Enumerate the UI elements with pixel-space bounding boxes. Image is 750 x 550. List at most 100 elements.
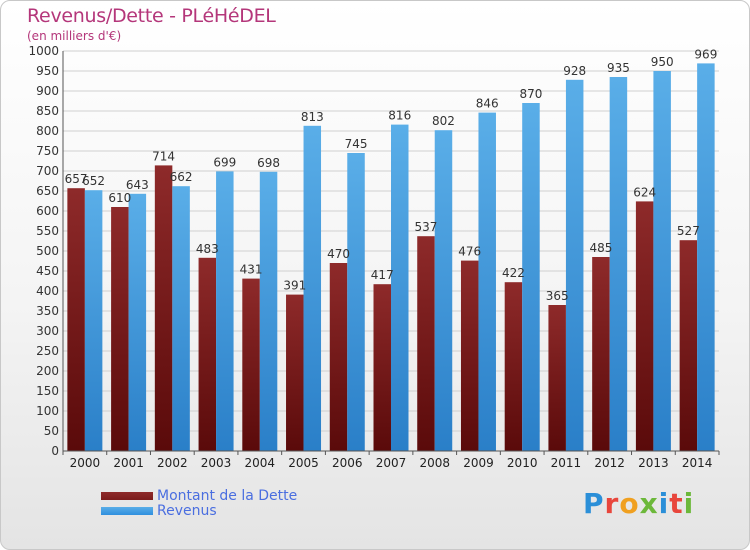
y-tick-label: 750: [36, 144, 59, 158]
chart-subtitle: (en milliers d'€): [27, 29, 122, 43]
x-tick-label: 2003: [201, 456, 232, 470]
legend-item-revenus: Revenus: [101, 502, 297, 519]
value-label-revenus: 935: [607, 61, 630, 75]
bar-dette: [111, 207, 129, 451]
logo-letter: P: [583, 487, 605, 520]
logo-letter: x: [639, 487, 659, 520]
bar-dette: [679, 240, 698, 451]
bar-revenus: [216, 171, 234, 451]
bar-dette: [67, 188, 85, 451]
value-label-revenus: 813: [301, 110, 324, 124]
y-tick-label: 550: [36, 224, 59, 238]
logo-letter: t: [669, 487, 684, 520]
y-tick-label: 650: [36, 184, 59, 198]
bar-dette: [504, 282, 523, 451]
value-label-revenus: 652: [82, 174, 105, 188]
value-label-dette: 431: [240, 263, 263, 277]
x-tick-label: 2014: [682, 456, 713, 470]
legend: Montant de la Dette Revenus: [101, 488, 297, 519]
y-tick-label: 50: [44, 424, 59, 438]
value-label-revenus: 662: [170, 170, 193, 184]
x-tick-label: 2005: [288, 456, 319, 470]
bar-dette: [635, 201, 654, 451]
y-tick-label: 100: [36, 404, 59, 418]
logo-letter: r: [604, 487, 620, 520]
value-label-dette: 422: [502, 266, 525, 280]
bar-revenus: [565, 79, 584, 452]
value-label-dette: 485: [589, 241, 612, 255]
value-label-revenus: 969: [694, 47, 717, 61]
value-label-revenus: 698: [257, 156, 280, 170]
bars: [67, 63, 715, 452]
logo-letter: i: [683, 487, 695, 520]
logo-letter: i: [658, 487, 670, 520]
y-tick-label: 500: [36, 244, 59, 258]
bar-dette: [286, 294, 304, 451]
legend-item-dette: Montant de la Dette: [101, 488, 297, 504]
y-tick-label: 1000: [28, 44, 59, 58]
bar-revenus: [697, 63, 715, 452]
bar-revenus: [172, 186, 190, 451]
x-tick-label: 2004: [245, 456, 276, 470]
bar-revenus: [128, 193, 147, 452]
x-tick-label: 2011: [551, 456, 582, 470]
value-label-dette: 470: [327, 247, 350, 261]
bar-revenus: [391, 124, 409, 451]
value-label-revenus: 870: [519, 87, 542, 101]
value-label-dette: 657: [65, 172, 88, 186]
bar-revenus: [434, 130, 453, 451]
y-tick-label: 400: [36, 284, 59, 298]
y-tick-label: 800: [36, 124, 59, 138]
y-tick-label: 950: [36, 64, 59, 78]
value-label-dette: 527: [677, 224, 700, 238]
x-tick-label: 2010: [507, 456, 538, 470]
value-label-revenus: 816: [388, 109, 411, 123]
value-label-dette: 610: [108, 191, 131, 205]
bar-revenus: [84, 190, 103, 451]
bar-revenus: [522, 103, 540, 451]
value-label-revenus: 950: [651, 55, 674, 69]
x-tick-label: 2006: [332, 456, 363, 470]
y-tick-label: 600: [36, 204, 59, 218]
y-tick-label: 900: [36, 84, 59, 98]
bar-dette: [592, 257, 610, 451]
x-tick-label: 2002: [157, 456, 188, 470]
bar-revenus: [259, 171, 278, 452]
y-tick-label: 850: [36, 104, 59, 118]
y-tick-label: 250: [36, 344, 59, 358]
bar-dette: [417, 236, 435, 451]
x-tick-label: 2001: [113, 456, 144, 470]
value-label-dette: 365: [546, 289, 569, 303]
value-label-revenus: 802: [432, 114, 455, 128]
value-label-revenus: 846: [476, 97, 499, 111]
bar-revenus: [303, 125, 322, 452]
y-tick-label: 700: [36, 164, 59, 178]
bar-dette: [198, 257, 217, 451]
logo-letter: o: [619, 487, 640, 520]
y-tick-label: 200: [36, 364, 59, 378]
x-tick-label: 2013: [638, 456, 669, 470]
value-label-dette: 476: [458, 245, 481, 259]
y-tick-label: 300: [36, 324, 59, 338]
y-tick-label: 150: [36, 384, 59, 398]
bar-revenus: [653, 71, 671, 451]
x-tick-label: 2000: [70, 456, 101, 470]
bar-dette: [154, 165, 173, 451]
x-tick-label: 2009: [463, 456, 494, 470]
value-label-revenus: 928: [563, 64, 586, 78]
bar-revenus: [609, 77, 628, 451]
x-axis: 2000 2001 2002 2003 2004 2005 2006 2007 2008 2009…: [62, 450, 720, 470]
x-tick-label: 2012: [594, 456, 625, 470]
proxiti-logo: Proxiti: [583, 487, 694, 520]
y-axis: 0 50 100 150 200 250 300 350 400 450 500 550 600 650 7…: [28, 44, 64, 458]
bar-dette: [329, 263, 348, 451]
legend-label-revenus: Revenus: [157, 502, 217, 519]
bar-revenus: [347, 153, 365, 451]
value-label-dette: 624: [633, 185, 656, 199]
legend-swatch-dette: [101, 491, 153, 500]
value-label-revenus: 699: [213, 155, 236, 169]
value-label-revenus: 745: [345, 137, 368, 151]
value-label-dette: 714: [152, 149, 175, 163]
